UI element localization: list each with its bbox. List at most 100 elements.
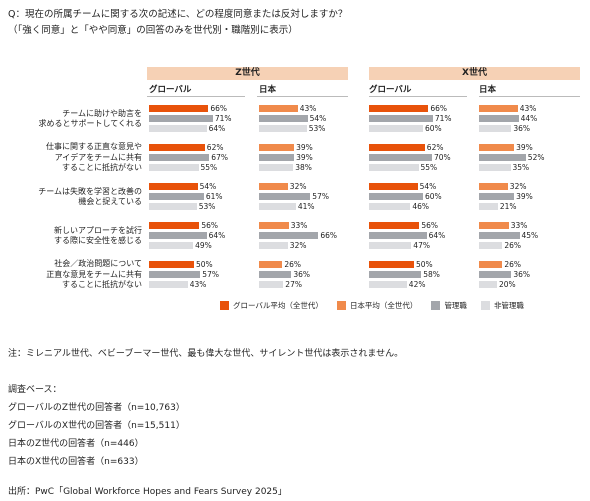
- bar-value-label: 26%: [284, 260, 302, 269]
- legend-label: 管理職: [444, 301, 467, 310]
- survey-base-line: グローバルのX世代の回答者（n=15,511）: [8, 421, 185, 431]
- bar: [259, 154, 295, 161]
- legend-item: 非管理職: [480, 300, 524, 311]
- bar-value-label: 41%: [297, 202, 315, 211]
- bar: [259, 242, 288, 249]
- bar-value-label: 39%: [516, 192, 533, 201]
- bar-value-label: 62%: [426, 143, 444, 152]
- bar: [479, 154, 526, 161]
- panel-rule: [479, 96, 580, 97]
- bar: [479, 105, 518, 112]
- bar-value-label: 52%: [527, 153, 545, 162]
- bar-value-label: 70%: [434, 153, 451, 162]
- bar-value-label: 56%: [201, 221, 219, 230]
- bar-value-label: 39%: [296, 143, 313, 152]
- panel-header-x-global: グローバル: [369, 85, 412, 95]
- statement-label: 新しいアプローチを試行 する際に安全性を感じる: [0, 226, 142, 247]
- bar: [369, 193, 423, 200]
- bar: [369, 281, 407, 288]
- bar-value-label: 32%: [509, 182, 527, 191]
- panel-rule: [257, 96, 348, 97]
- bar: [259, 232, 319, 239]
- bar-value-label: 64%: [428, 231, 446, 240]
- bar: [149, 222, 200, 229]
- legend-item: 日本平均（全世代）: [336, 300, 418, 311]
- bar: [369, 115, 433, 122]
- bar-value-label: 64%: [208, 231, 226, 240]
- bar: [479, 261, 503, 268]
- panel-rule: [147, 96, 245, 97]
- bar-value-label: 46%: [412, 202, 430, 211]
- bar: [369, 222, 420, 229]
- bar-value-label: 36%: [293, 270, 311, 279]
- statement-label-line: チームは失敗を学習と改善の: [38, 186, 142, 196]
- bar: [479, 183, 508, 190]
- bar: [479, 144, 515, 151]
- bar-value-label: 54%: [309, 114, 327, 123]
- legend: グローバル平均（全世代） 日本平均（全世代） 管理職 非管理職: [220, 300, 524, 311]
- bar-value-label: 50%: [416, 260, 433, 269]
- bar: [369, 271, 422, 278]
- bar: [149, 164, 199, 171]
- panel-header-z-japan: 日本: [259, 85, 277, 95]
- survey-base-line: グローバルのZ世代の回答者（n=10,763）: [8, 403, 185, 413]
- bar: [479, 271, 512, 278]
- survey-base-title: 調査ベース：: [8, 385, 62, 395]
- source: 出所：PwC「Global Workforce Hopes and Fears …: [8, 487, 287, 497]
- survey-base-line: 日本のZ世代の回答者（n=446）: [8, 439, 144, 449]
- bar-value-label: 54%: [419, 182, 437, 191]
- question-line-1: Q：現在の所属チームに関する次の記述に、どの程度同意または反対しますか？: [8, 9, 348, 20]
- bar-value-label: 38%: [295, 163, 312, 172]
- bar: [259, 261, 283, 268]
- bar-value-label: 55%: [420, 163, 438, 172]
- bar-value-label: 21%: [499, 202, 517, 211]
- bar-value-label: 67%: [211, 153, 228, 162]
- bar-value-label: 61%: [205, 192, 223, 201]
- bar-value-label: 47%: [413, 241, 430, 250]
- bar: [369, 242, 412, 249]
- statement-label-line: 仕事に関する正直な意見や: [46, 142, 142, 152]
- bar: [369, 144, 425, 151]
- bar: [149, 183, 198, 190]
- statement-label-line: することに抵抗がない: [62, 280, 142, 290]
- bar-value-label: 36%: [513, 124, 531, 133]
- legend-swatch: [480, 301, 490, 310]
- legend-label: 日本平均（全世代）: [349, 301, 418, 310]
- bar-value-label: 43%: [519, 104, 537, 113]
- bar-value-label: 60%: [425, 124, 442, 133]
- bar: [149, 271, 201, 278]
- bar-value-label: 32%: [289, 182, 307, 191]
- bar: [259, 125, 307, 132]
- bar: [149, 144, 205, 151]
- bar-value-label: 53%: [308, 124, 326, 133]
- bar-value-label: 55%: [200, 163, 218, 172]
- bar: [369, 183, 418, 190]
- bar: [479, 232, 520, 239]
- statement-label-line: 正直な意見をチームに共有: [46, 269, 142, 279]
- bar-value-label: 26%: [504, 260, 522, 269]
- statement-label-line: アイデアをチームに共有: [54, 152, 142, 162]
- bar-value-label: 66%: [430, 104, 448, 113]
- generation-header-z: Z世代: [147, 67, 348, 80]
- statement-label: 仕事に関する正直な意見や アイデアをチームに共有 することに抵抗がない: [0, 142, 142, 174]
- bar: [369, 203, 411, 210]
- panel-header-x-japan: 日本: [479, 85, 497, 95]
- legend-swatch: [220, 301, 229, 310]
- bar-value-label: 33%: [510, 221, 528, 230]
- bar: [259, 115, 308, 122]
- bar-value-label: 43%: [189, 280, 207, 289]
- bar: [479, 164, 511, 171]
- panel-header-z-global: グローバル: [149, 85, 192, 95]
- bar-value-label: 20%: [499, 280, 516, 289]
- bar-value-label: 71%: [434, 114, 452, 123]
- bar: [149, 242, 194, 249]
- bar: [369, 105, 429, 112]
- bar: [259, 203, 296, 210]
- statement-label: チームに助けや助言を 求めるとサポートしてくれる: [0, 109, 142, 130]
- bar-value-label: 39%: [296, 153, 313, 162]
- panel-rule: [369, 96, 467, 97]
- bar-value-label: 39%: [516, 143, 533, 152]
- bar: [369, 164, 419, 171]
- survey-base-line: 日本のX世代の回答者（n=633）: [8, 457, 144, 467]
- bar-value-label: 60%: [425, 192, 442, 201]
